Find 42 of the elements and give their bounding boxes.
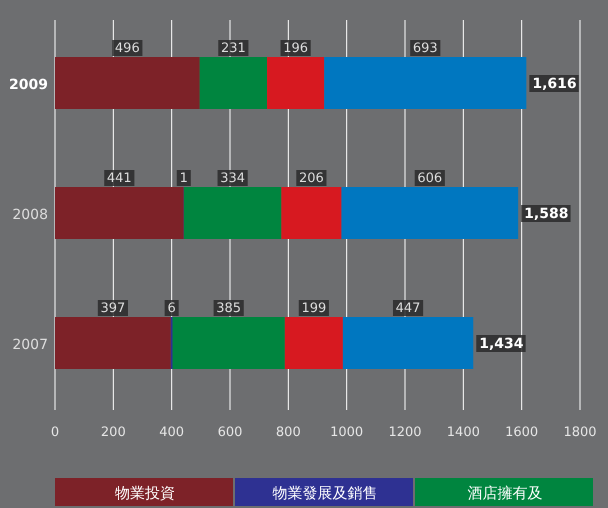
total-label: 1,588 xyxy=(524,206,568,222)
text: 酒店擁有及 xyxy=(468,484,542,502)
data-label: 385 xyxy=(216,301,242,316)
x-tick-label: 400 xyxy=(159,425,184,440)
data-label: 447 xyxy=(396,301,420,316)
data-label: 231 xyxy=(220,41,246,56)
bar xyxy=(55,57,200,109)
data-label: 496 xyxy=(114,41,140,56)
data-label: 206 xyxy=(298,171,324,186)
x-tick-label: 200 xyxy=(100,425,126,440)
x-tick-label: 1600 xyxy=(505,425,538,440)
data-label: 6 xyxy=(168,301,176,316)
y-tick-label: 2007 xyxy=(12,337,48,353)
bar xyxy=(172,317,285,369)
bar xyxy=(324,57,526,109)
data-label: 606 xyxy=(417,171,442,186)
y-tick-label: 2008 xyxy=(12,207,48,223)
x-tick-label: 0 xyxy=(50,425,60,440)
data-label: 693 xyxy=(412,41,438,56)
x-tick-label: 800 xyxy=(276,425,301,440)
x-tick-label: 1800 xyxy=(563,425,597,440)
data-label: 199 xyxy=(301,301,326,316)
total-label: 1,434 xyxy=(479,336,524,352)
data-label: 196 xyxy=(283,41,308,56)
x-tick-label: 1400 xyxy=(446,425,480,440)
x-tick-label: 600 xyxy=(218,425,242,440)
data-label: 1 xyxy=(180,171,188,186)
bar xyxy=(184,187,282,239)
bar xyxy=(200,57,268,109)
y-tick-label: 2009 xyxy=(9,77,48,93)
text: 物業發展及銷售 xyxy=(272,484,378,502)
x-tick-label: 1000 xyxy=(330,425,364,440)
text: 物業投資 xyxy=(115,484,175,502)
data-label: 441 xyxy=(106,171,132,186)
bar xyxy=(55,187,184,239)
data-label: 397 xyxy=(100,301,126,316)
bar xyxy=(341,187,518,239)
data-label: 334 xyxy=(220,171,246,186)
x-tick-label: 1200 xyxy=(388,425,422,440)
total-label: 1,616 xyxy=(532,76,577,92)
bar xyxy=(55,317,171,369)
bar xyxy=(342,317,474,369)
